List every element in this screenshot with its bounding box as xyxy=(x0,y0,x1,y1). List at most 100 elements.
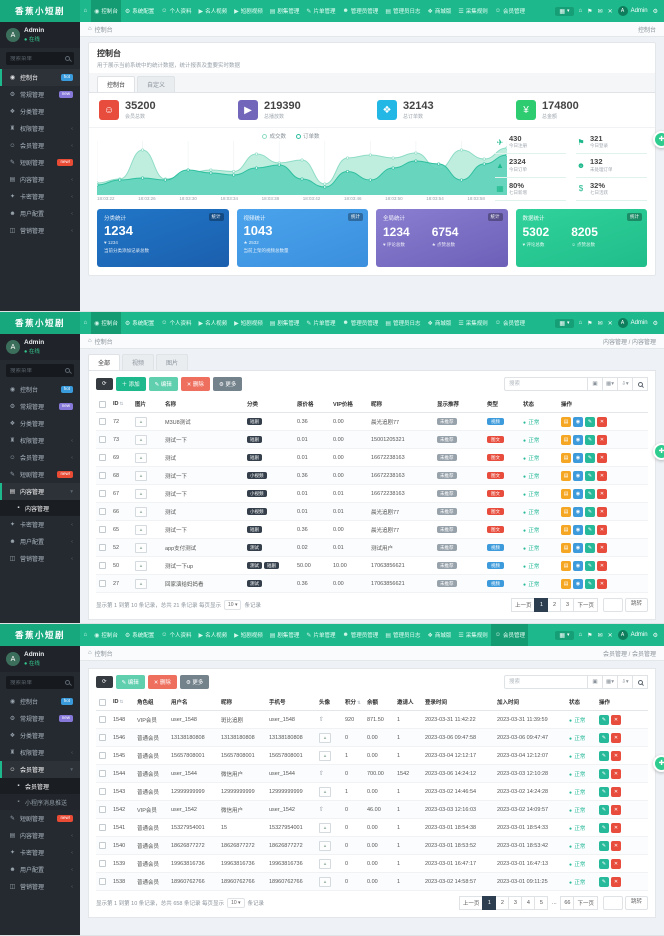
preview-button[interactable]: ◉ xyxy=(573,434,583,445)
sidebar-subitem[interactable]: ▪ 小程序消息推送 xyxy=(0,794,80,810)
card-badge[interactable]: 统计 xyxy=(627,213,642,222)
sidebar-item-3[interactable]: ♜ 权限管理 ‹ xyxy=(0,744,80,761)
row-checkbox[interactable] xyxy=(99,526,106,533)
app-logo[interactable]: 香蕉小短剧 xyxy=(0,312,80,334)
floating-service-button[interactable]: ✚ xyxy=(653,754,664,772)
user-menu[interactable]: A Admin xyxy=(617,630,648,640)
table-row[interactable]: 66 ▴ 测试 小视频 0.01 0.01 晨光追剧77 未推荐 图文 ● 正常 ▤ ◉ ✎ ✕ xyxy=(96,502,648,521)
table-row[interactable]: 1546 普通会员 13138180808 13138180808 1313818080… xyxy=(96,728,648,747)
nav-item-1[interactable]: ◉ 控制台 xyxy=(90,0,122,22)
table-row[interactable]: 1544 普通会员 user_1544 微信用户 user_1544 ⇧ 0 700.00 15… xyxy=(96,764,648,783)
table-row[interactable]: 69 ▴ 测试 短剧 0.01 0.00 16672238163 未推荐 图文 ● 正常 ▤ ◉ ✎ ✕ xyxy=(96,448,648,467)
sidebar-search-input[interactable] xyxy=(10,55,65,62)
nav-item-9[interactable]: ▤ 管理员日志 xyxy=(385,632,421,640)
nav-item-11[interactable]: ☰ 采集规则 xyxy=(458,632,488,640)
row-delete-button[interactable]: ✕ xyxy=(611,786,621,797)
row-delete-button[interactable]: ✕ xyxy=(611,804,621,815)
row-checkbox[interactable] xyxy=(99,544,106,551)
nav-item-6[interactable]: ▤ 剧集管理 xyxy=(269,632,300,640)
row-edit-button[interactable]: ✎ xyxy=(585,524,595,535)
nav-item-12[interactable]: ☺ 会员管理 xyxy=(494,8,525,15)
message-icon[interactable]: ✉ xyxy=(597,8,603,15)
search-icon[interactable] xyxy=(65,680,70,685)
row-edit-button[interactable]: ✎ xyxy=(585,542,595,553)
detail-button[interactable]: ▤ xyxy=(561,470,571,481)
edit-button[interactable]: ✎ 编辑 xyxy=(148,377,178,391)
nav-item-9[interactable]: ▤ 管理员日志 xyxy=(385,8,421,16)
checkbox-cell[interactable] xyxy=(96,818,110,837)
sidebar-subitem[interactable]: ▪ 会员管理 xyxy=(0,778,80,794)
pagination-button[interactable]: 1 xyxy=(482,896,497,910)
sidebar-item-1[interactable]: ⚙ 常规管理 new xyxy=(0,398,80,415)
bell-icon[interactable]: ⚑ xyxy=(587,8,593,15)
page-jump-button[interactable]: 跳转 xyxy=(624,896,648,910)
nav-item-3[interactable]: ☺ 个人资料 xyxy=(161,632,192,639)
row-delete-button[interactable]: ✕ xyxy=(611,714,621,725)
row-edit-button[interactable]: ✎ xyxy=(585,434,595,445)
pagination-button[interactable]: 2 xyxy=(495,896,510,910)
checkbox-cell[interactable] xyxy=(96,502,110,521)
pagination-button[interactable]: 5 xyxy=(534,896,549,910)
nav-item-11[interactable]: ☰ 采集规则 xyxy=(458,320,488,328)
table-row[interactable]: 52 ▴ app支付测试 测试 0.02 0.01 测试用户 未推荐 视频 ● 正常 ▤ ◉ ✎ ✕ xyxy=(96,538,648,557)
detail-button[interactable]: ▤ xyxy=(561,506,571,517)
pagination-button[interactable]: 下一页 xyxy=(573,598,598,612)
nav-item-2[interactable]: ⚙ 系统配置 xyxy=(124,632,155,640)
sidebar-item-4[interactable]: ☺ 会员管理 ‹ xyxy=(0,137,80,154)
table-row[interactable]: 1542 VIP会员 user_1542 微信用户 user_1542 ⇧ 0 46.00 1 2… xyxy=(96,800,648,819)
nav-item-1[interactable]: ◉ 控制台 xyxy=(90,312,122,334)
detail-button[interactable]: ▤ xyxy=(561,560,571,571)
row-checkbox[interactable] xyxy=(99,472,106,479)
breadcrumb-home[interactable]: 控制台 xyxy=(94,339,113,346)
checkbox-cell[interactable] xyxy=(96,574,110,593)
content-tab-0[interactable]: 全部 xyxy=(88,354,121,370)
nav-item-7[interactable]: ✎ 片单管理 xyxy=(306,632,336,640)
panel-toggle-button[interactable]: ▣ xyxy=(588,377,603,391)
row-delete-button[interactable]: ✕ xyxy=(611,768,621,779)
row-edit-button[interactable]: ✎ xyxy=(585,470,595,481)
avatar[interactable]: A xyxy=(6,28,20,42)
nav-item-10[interactable]: ❖ 商城版 xyxy=(427,8,452,16)
row-edit-button[interactable]: ✎ xyxy=(585,506,595,517)
select-all-checkbox[interactable] xyxy=(99,698,106,706)
nav-item-3[interactable]: ☺ 个人资料 xyxy=(161,8,192,15)
bell-icon[interactable]: ⚑ xyxy=(587,320,593,327)
row-edit-button[interactable]: ✎ xyxy=(599,876,609,887)
search-icon[interactable] xyxy=(65,368,70,373)
row-checkbox[interactable] xyxy=(99,562,106,569)
checkbox-cell[interactable] xyxy=(96,448,110,467)
preview-button[interactable]: ◉ xyxy=(573,416,583,427)
nav-item-9[interactable]: ▤ 管理员日志 xyxy=(385,320,421,328)
checkbox-cell[interactable] xyxy=(96,466,110,485)
apps-dropdown[interactable]: ▦ ▾ xyxy=(555,6,574,16)
table-search-input[interactable] xyxy=(504,675,588,689)
sidebar-item-0[interactable]: ◉ 控制台 hot xyxy=(0,69,80,86)
add-button[interactable]: ＋ 添加 xyxy=(115,377,146,391)
preview-button[interactable]: ◉ xyxy=(573,542,583,553)
pagination-button[interactable]: 上一页 xyxy=(458,896,484,910)
table-row[interactable]: 68 ▴ 测试一下 小视频 0.36 0.00 16672238163 未推荐 图文 ● 正常 ▤ ◉… xyxy=(96,466,648,485)
row-checkbox[interactable] xyxy=(99,508,106,515)
sidebar-search-input[interactable] xyxy=(10,679,65,686)
page-jump-input[interactable] xyxy=(602,896,623,910)
avatar[interactable]: A xyxy=(6,340,20,354)
page-size-select[interactable]: 10 ▾ xyxy=(227,898,245,908)
card-badge[interactable]: 统计 xyxy=(208,213,224,222)
row-checkbox[interactable] xyxy=(99,878,106,885)
search-icon[interactable] xyxy=(65,56,70,61)
sidebar-item-9[interactable]: ◫ 营销管理 ‹ xyxy=(0,222,80,239)
preview-button[interactable]: ◉ xyxy=(573,452,583,463)
row-checkbox[interactable] xyxy=(99,806,106,813)
panel-toggle-button[interactable]: ▣ xyxy=(588,675,603,689)
pagination-button[interactable]: 4 xyxy=(521,896,536,910)
sidebar-item-6[interactable]: ▤ 内容管理 ▾ xyxy=(0,483,80,500)
nav-item-8[interactable]: ☻ 管理员管理 xyxy=(342,320,379,327)
row-checkbox[interactable] xyxy=(99,842,106,849)
checkbox-cell[interactable] xyxy=(96,872,110,891)
row-edit-button[interactable]: ✎ xyxy=(585,416,595,427)
sidebar-item-4[interactable]: ☺ 会员管理 ‹ xyxy=(0,449,80,466)
checkbox-cell[interactable] xyxy=(96,412,110,431)
row-delete-button[interactable]: ✕ xyxy=(597,470,607,481)
table-row[interactable]: 1541 普通会员 15327954001 15 15327954001 ▴ 0 0.00 1 2… xyxy=(96,818,648,837)
sidebar-item-4[interactable]: ☺ 会员管理 ▾ xyxy=(0,761,80,778)
